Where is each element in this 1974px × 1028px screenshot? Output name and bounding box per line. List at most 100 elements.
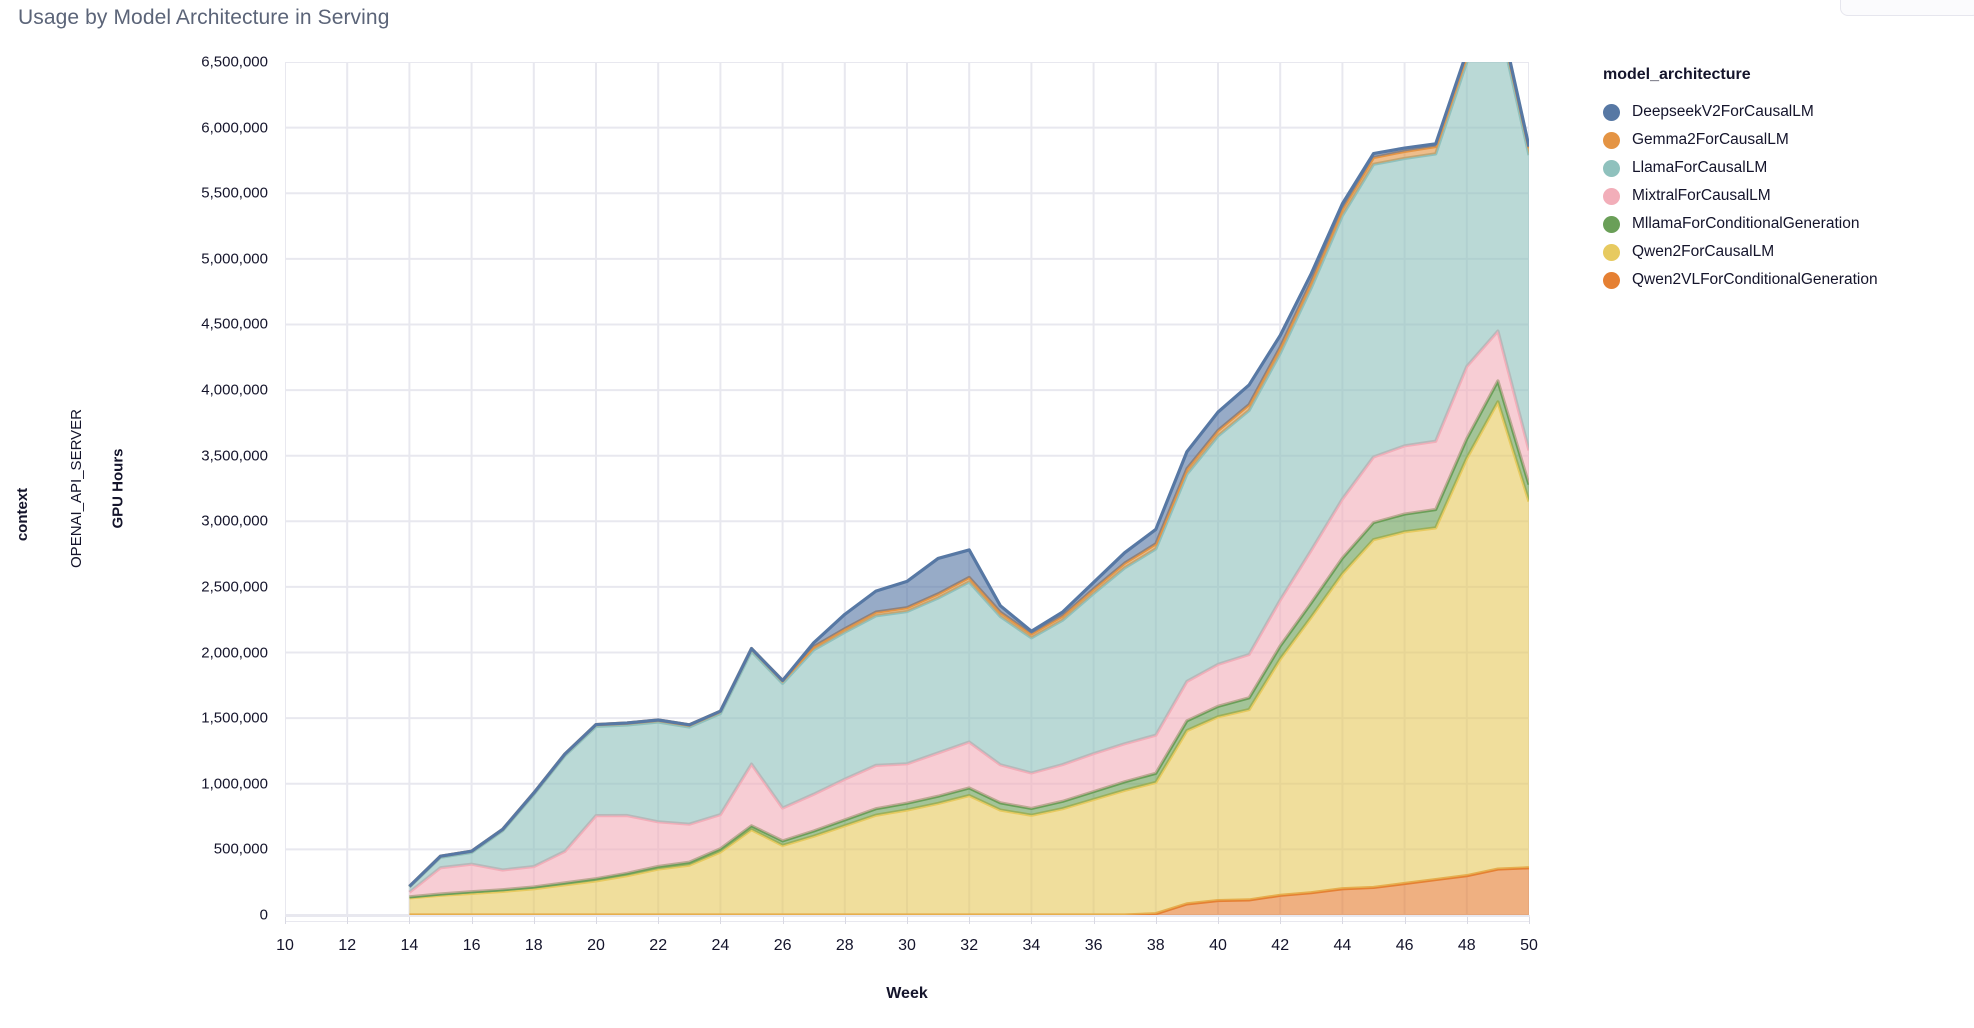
- x-axis-tick-label: 32: [960, 937, 979, 954]
- x-axis-tick-label: 26: [773, 937, 792, 954]
- x-axis-tick-mark: [907, 917, 908, 924]
- x-axis-tick-mark: [1529, 917, 1530, 924]
- y-axis-tick-label: 1,000,000: [201, 775, 268, 793]
- x-axis-tick-label: 12: [338, 937, 357, 954]
- y-axis-tick-label: 1,500,000: [201, 709, 268, 727]
- legend-swatch-icon: [1603, 243, 1620, 261]
- x-axis-tick-mark: [1031, 917, 1033, 924]
- legend-item[interactable]: Gemma2ForCausalLM: [1603, 126, 1963, 154]
- area-layer[interactable]: [409, 867, 1529, 915]
- x-axis-tick-mark: [1404, 917, 1406, 924]
- legend-item-label: Qwen2ForCausalLM: [1632, 243, 1775, 260]
- legend-item-label: MixtralForCausalLM: [1632, 187, 1771, 204]
- legend: model_architecture DeepseekV2ForCausalLM…: [1603, 66, 1963, 294]
- page-title: Usage by Model Architecture in Serving: [18, 6, 390, 29]
- x-axis-tick-label: 46: [1395, 937, 1414, 954]
- legend-swatch-icon: [1603, 131, 1620, 149]
- x-axis-tick-mark: [1155, 917, 1157, 924]
- x-axis-tick-label: 44: [1333, 937, 1352, 954]
- x-axis-tick-mark: [285, 917, 286, 924]
- y-axis-tick-label: 6,500,000: [201, 53, 268, 71]
- legend-item[interactable]: DeepseekV2ForCausalLM: [1603, 98, 1963, 126]
- x-axis-tick-mark: [596, 917, 597, 924]
- legend-item[interactable]: LlamaForCausalLM: [1603, 154, 1963, 182]
- x-axis-tick-mark: [844, 917, 846, 924]
- area-layer[interactable]: [409, 331, 1529, 897]
- x-axis-tick-label: 16: [462, 937, 481, 954]
- x-axis-tick-mark: [1093, 917, 1095, 924]
- y-axis-ticks: 0 500,000 1,000,000 1,500,000 2,000,000 2,500…: [140, 54, 426, 924]
- area-outline: [408, 62, 1529, 888]
- x-axis-tick-label: 18: [524, 937, 543, 954]
- x-axis-tick-mark: [533, 917, 535, 924]
- x-axis-tick-label: 42: [1271, 937, 1290, 954]
- x-axis-ticks: 10 12 14 16 18 20 22 24 26 28 30 32 34 36 38 40 42 44 46 48…: [276, 915, 1538, 975]
- legend-item[interactable]: Qwen2ForCausalLM: [1603, 238, 1963, 266]
- x-axis-tick-mark: [1280, 917, 1282, 924]
- legend-item-list: DeepseekV2ForCausalLM Gemma2ForCausalLM Ll…: [1603, 98, 1963, 294]
- y-axis-tick-label: 2,000,000: [201, 644, 268, 662]
- legend-swatch-icon: [1603, 187, 1620, 205]
- x-axis-tick-label: 40: [1209, 937, 1227, 954]
- x-axis-title: Week: [886, 985, 928, 1002]
- x-axis-tick-label: 20: [587, 937, 605, 954]
- x-axis-tick-mark: [1466, 917, 1468, 924]
- legend-item-label: MllamaForConditionalGeneration: [1632, 215, 1860, 232]
- y-axis-title-text: GPU Hours: [109, 448, 127, 529]
- legend-swatch-icon: [1603, 103, 1620, 121]
- window-corner-panel: [1840, 0, 1974, 16]
- facet-row-label: OPENAI_API_SERVER: [62, 62, 90, 915]
- legend-swatch-icon: [1603, 159, 1620, 177]
- y-axis-tick-label: 500,000: [213, 840, 268, 858]
- outer-row-axis-label: context: [8, 0, 38, 1028]
- y-axis-title: GPU Hours: [104, 62, 132, 915]
- x-axis-tick-mark: [409, 917, 411, 924]
- area-layers: [408, 62, 1529, 915]
- area-layer[interactable]: [409, 401, 1529, 915]
- legend-item-label: LlamaForCausalLM: [1632, 159, 1768, 176]
- x-axis-tick-mark: [720, 917, 722, 924]
- x-axis-tick-label: 48: [1457, 937, 1476, 954]
- legend-swatch-icon: [1603, 215, 1620, 233]
- x-axis-tick-mark: [658, 917, 660, 924]
- legend-item-label: DeepseekV2ForCausalLM: [1632, 103, 1814, 120]
- legend-title: model_architecture: [1603, 66, 1751, 83]
- x-axis-tick-label: 24: [711, 937, 730, 954]
- legend-item[interactable]: Qwen2VLForConditionalGeneration: [1603, 266, 1963, 294]
- y-axis-tick-label: 0: [259, 906, 268, 924]
- x-axis-tick-label: 28: [835, 937, 854, 954]
- x-axis-tick-label: 10: [276, 937, 294, 954]
- x-axis-tick-label: 14: [400, 937, 419, 954]
- y-axis-tick-label: 3,000,000: [201, 512, 268, 530]
- legend-swatch-icon: [1603, 271, 1620, 289]
- outer-row-axis-label-text: context: [14, 487, 32, 541]
- x-axis-tick-label: 34: [1022, 937, 1041, 954]
- x-axis-tick-label: 30: [898, 937, 916, 954]
- y-axis-tick-label: 5,500,000: [201, 184, 268, 202]
- x-axis-tick-mark: [782, 917, 784, 924]
- y-axis-tick-label: 4,000,000: [201, 381, 268, 399]
- legend-item-label: Qwen2VLForConditionalGeneration: [1632, 271, 1878, 288]
- y-axis-tick-label: 4,500,000: [201, 315, 268, 333]
- legend-item[interactable]: MllamaForConditionalGeneration: [1603, 210, 1963, 238]
- area-layer[interactable]: [409, 380, 1529, 898]
- x-axis-tick-label: 38: [1146, 937, 1165, 954]
- y-axis-tick-label: 6,000,000: [201, 119, 268, 137]
- facet-row-label-text: OPENAI_API_SERVER: [67, 409, 85, 568]
- x-axis-tick-label: 50: [1520, 937, 1538, 954]
- x-axis-tick-label: 36: [1084, 937, 1103, 954]
- legend-item[interactable]: MixtralForCausalLM: [1603, 182, 1963, 210]
- x-axis-tick-mark: [1342, 917, 1344, 924]
- x-axis-tick-mark: [347, 917, 349, 924]
- x-axis-tick-mark: [1218, 917, 1219, 924]
- y-axis-tick-label: 3,500,000: [201, 447, 268, 465]
- x-axis-tick-mark: [471, 917, 473, 924]
- y-axis-tick-label: 5,000,000: [201, 250, 268, 268]
- x-axis-line: [285, 915, 1530, 917]
- y-axis-tick-label: 2,500,000: [201, 578, 268, 596]
- stacked-area-chart[interactable]: [285, 62, 1529, 915]
- plot-area: [285, 62, 1529, 915]
- x-axis-tick-mark: [969, 917, 971, 924]
- legend-item-label: Gemma2ForCausalLM: [1632, 131, 1789, 148]
